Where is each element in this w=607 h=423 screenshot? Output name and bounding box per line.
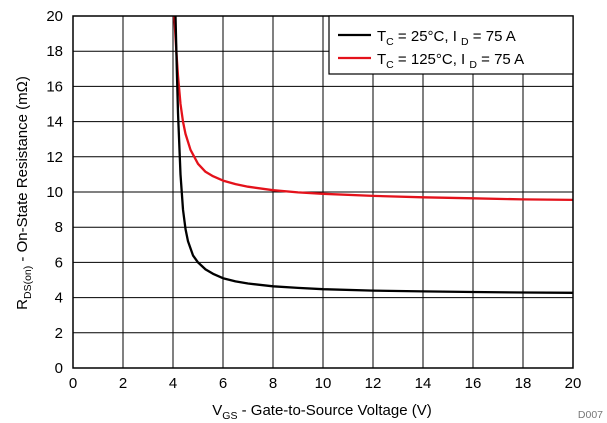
y-tick-label: 10 <box>46 184 63 201</box>
legend: TC = 25°C, I D = 75 A TC = 125°C, I D = … <box>328 15 574 75</box>
y-tick-label: 6 <box>55 254 63 271</box>
y-tick-label: 18 <box>46 43 63 60</box>
x-tick-label: 4 <box>169 375 177 392</box>
legend-label-series-25c: TC = 25°C, I D = 75 A <box>377 28 516 48</box>
x-tick-label: 2 <box>119 375 127 392</box>
x-axis-label: VGS - Gate-to-Source Voltage (V) <box>212 402 431 422</box>
x-tick-label: 10 <box>315 375 332 392</box>
y-tick-label: 4 <box>55 290 63 307</box>
series-layer <box>173 15 574 294</box>
x-tick-label: 20 <box>565 375 582 392</box>
y-tick-label: 16 <box>46 78 63 95</box>
series-line-125c <box>173 15 574 202</box>
y-tick-label: 20 <box>46 8 63 25</box>
x-axis-ticks: 0 2 4 6 8 10 12 14 16 18 20 <box>69 375 582 392</box>
y-tick-label: 0 <box>55 360 63 377</box>
x-tick-label: 12 <box>365 375 382 392</box>
x-tick-label: 14 <box>415 375 432 392</box>
legend-label-series-125c: TC = 125°C, I D = 75 A <box>377 51 524 71</box>
x-tick-label: 8 <box>269 375 277 392</box>
x-tick-label: 0 <box>69 375 77 392</box>
y-tick-label: 8 <box>55 219 63 236</box>
figure-tag: D007 <box>578 409 603 421</box>
legend-box <box>328 15 574 75</box>
series-line-25c <box>174 15 574 294</box>
y-axis-ticks: 0 2 4 6 8 10 12 14 16 18 20 <box>46 8 63 377</box>
y-tick-label: 14 <box>46 114 63 131</box>
plot-area-frame <box>72 15 574 369</box>
y-tick-label: 12 <box>46 149 63 166</box>
x-tick-label: 6 <box>219 375 227 392</box>
x-tick-label: 16 <box>465 375 482 392</box>
y-axis-label: RDS(on) - On-State Resistance (mΩ) <box>14 76 34 310</box>
x-tick-label: 18 <box>515 375 532 392</box>
y-tick-label: 2 <box>55 325 63 342</box>
